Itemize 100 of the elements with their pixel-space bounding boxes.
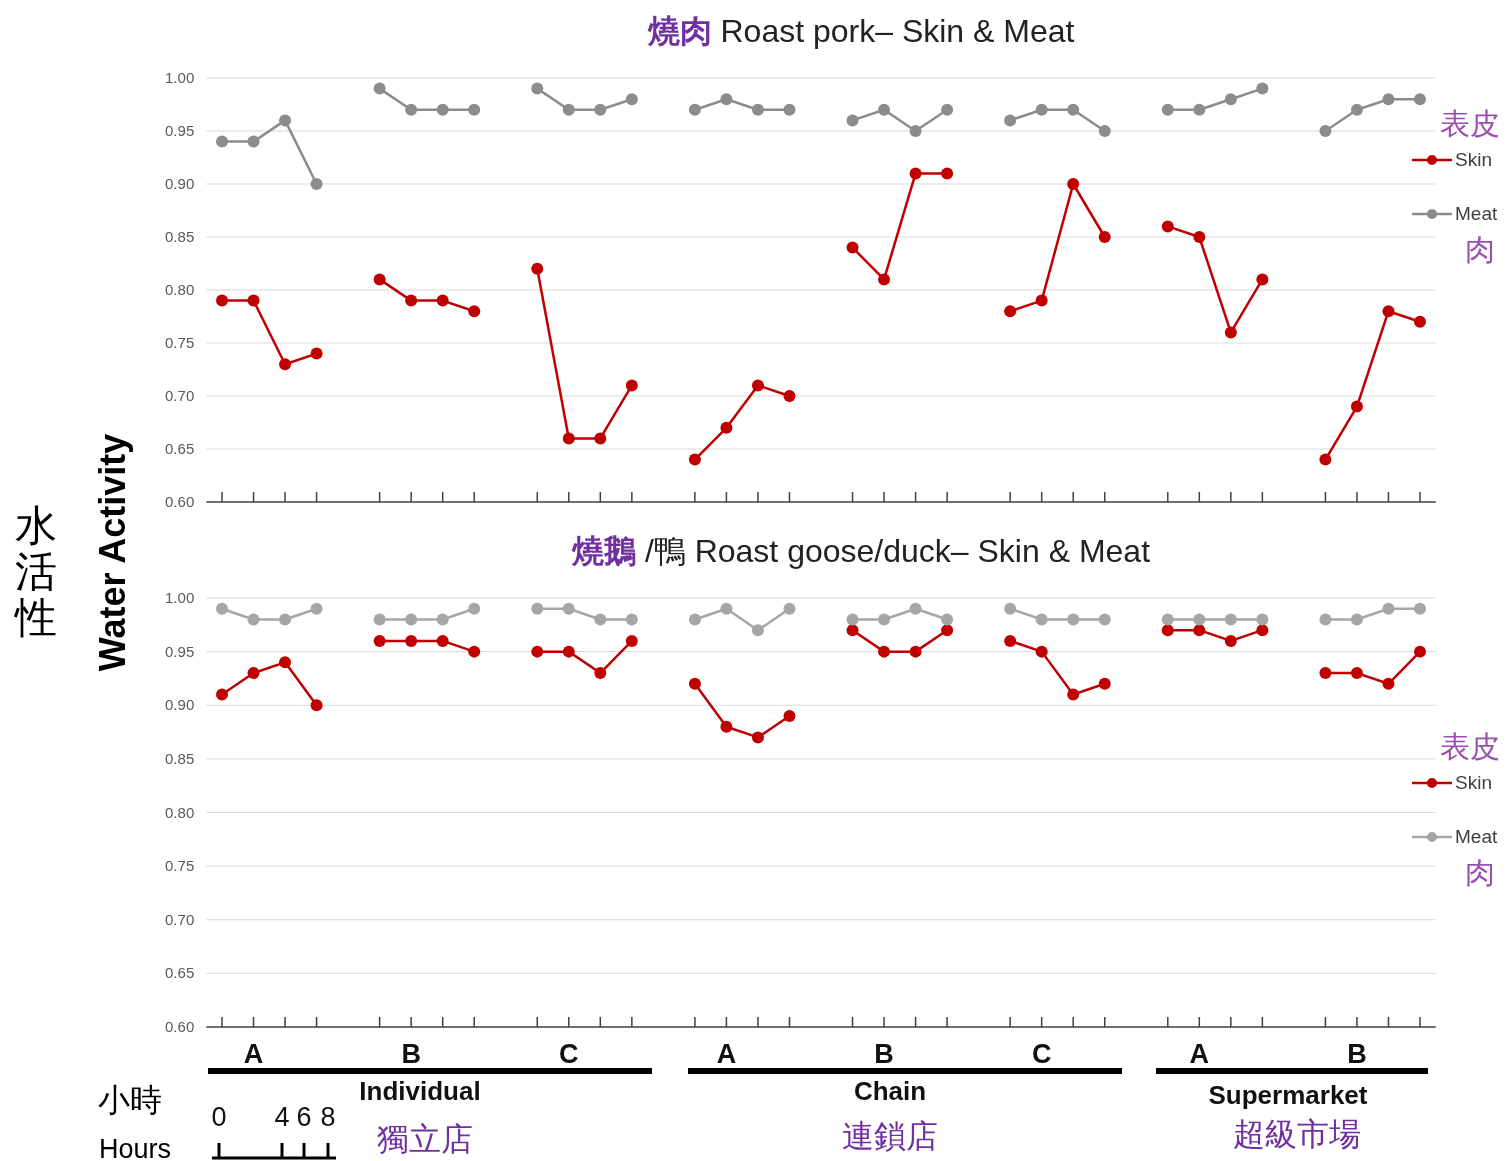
- text: 8: [320, 1102, 336, 1132]
- point: [1350, 667, 1363, 680]
- x-tick-label: A: [716, 1039, 737, 1069]
- point: [1161, 624, 1174, 637]
- point: [625, 379, 638, 392]
- point: [373, 273, 386, 286]
- text: 小時: [98, 1082, 162, 1118]
- y-tick-label: 0.90: [165, 696, 195, 714]
- point: [468, 103, 481, 116]
- point: [688, 613, 701, 626]
- point: [846, 624, 859, 637]
- y-tick-label: 0.75: [165, 857, 195, 875]
- text: 肉: [1465, 233, 1495, 266]
- x-tick-label: B: [874, 1039, 894, 1069]
- y-tick-label: 0.85: [165, 749, 195, 767]
- point: [436, 613, 449, 626]
- point: [1098, 677, 1111, 690]
- text: Supermarket: [1208, 1080, 1368, 1110]
- point: [247, 667, 260, 680]
- point: [594, 613, 607, 626]
- text: 水活性: [13, 502, 57, 641]
- text: 連鎖店: [842, 1118, 938, 1154]
- point: [941, 103, 954, 116]
- y-tick-label: 0.75: [165, 334, 195, 351]
- text: 超級市場: [1233, 1116, 1361, 1152]
- point: [783, 709, 796, 722]
- point: [1193, 103, 1206, 116]
- point: [1414, 602, 1426, 615]
- point: [468, 645, 481, 658]
- point: [1414, 315, 1426, 328]
- point: [846, 613, 859, 626]
- point: [436, 294, 449, 307]
- x-tick-label: C: [559, 1039, 579, 1069]
- legend-label: Skin: [1455, 149, 1492, 170]
- point: [688, 453, 701, 466]
- point: [247, 294, 260, 307]
- text: 4: [274, 1102, 290, 1132]
- point: [1319, 613, 1332, 626]
- point: [310, 178, 323, 190]
- point: [688, 677, 701, 690]
- point: [909, 167, 922, 180]
- point: [1414, 645, 1426, 658]
- y-tick-label: 1.00: [165, 69, 195, 86]
- point: [1256, 273, 1269, 286]
- point: [1004, 602, 1017, 615]
- point: [1193, 613, 1206, 626]
- point: [751, 731, 764, 744]
- point: [783, 103, 796, 116]
- point: [751, 103, 764, 116]
- point: [720, 421, 733, 434]
- point: [751, 379, 764, 392]
- y-tick-label: 0.95: [165, 642, 195, 660]
- point: [625, 634, 638, 647]
- y-tick-label: 0.80: [165, 281, 195, 298]
- point: [1319, 667, 1332, 680]
- point: [405, 613, 418, 626]
- point: [1224, 634, 1237, 647]
- y-tick-label: 0.60: [165, 1018, 195, 1035]
- y-tick-label: 0.90: [165, 175, 195, 192]
- chart-title: 燒鵝 /鴨 Roast goose/duck– Skin & Meat: [570, 533, 1151, 569]
- text: Individual: [359, 1076, 481, 1106]
- point: [531, 82, 544, 95]
- point: [247, 135, 260, 148]
- point: [625, 613, 638, 626]
- point: [562, 645, 575, 658]
- point: [720, 93, 733, 106]
- point: [594, 103, 607, 116]
- legend-label: Meat: [1455, 203, 1498, 224]
- point: [562, 432, 575, 445]
- text: 肉: [1465, 856, 1495, 889]
- point: [279, 656, 292, 669]
- point: [310, 347, 323, 360]
- point: [247, 613, 260, 626]
- y-tick-label: 0.80: [165, 803, 195, 821]
- point: [1256, 624, 1269, 637]
- point: [216, 602, 228, 615]
- y-tick-label: 0.60: [165, 493, 195, 510]
- point: [1319, 125, 1332, 137]
- point: [1256, 613, 1269, 626]
- y-tick-label: 0.70: [165, 910, 195, 928]
- point: [878, 103, 891, 116]
- point: [1067, 103, 1080, 116]
- point: [941, 624, 954, 637]
- point: [846, 241, 859, 254]
- x-tick-label: B: [401, 1039, 421, 1069]
- text: Chain: [853, 1076, 927, 1106]
- point: [1224, 326, 1237, 339]
- point: [941, 167, 954, 180]
- point: [1382, 93, 1395, 106]
- y-tick-label: 0.85: [165, 228, 195, 245]
- point: [751, 624, 764, 637]
- chart-title: 燒肉 Roast pork– Skin & Meat: [646, 13, 1075, 49]
- point: [1256, 82, 1269, 95]
- y-tick-label: 0.65: [165, 964, 195, 982]
- point: [405, 294, 418, 307]
- y-tick-label: 0.65: [165, 440, 195, 457]
- point: [909, 602, 922, 615]
- point: [1224, 93, 1237, 106]
- point: [1382, 602, 1395, 615]
- point: [373, 82, 386, 95]
